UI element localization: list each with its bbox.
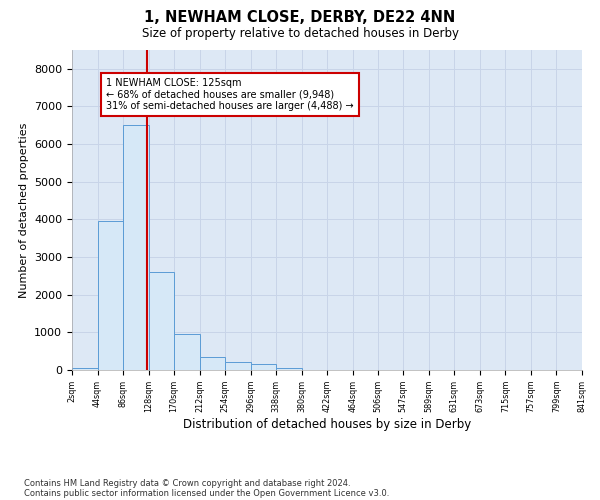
Bar xyxy=(149,272,174,370)
Bar xyxy=(276,368,302,370)
Bar xyxy=(225,362,251,370)
Text: Size of property relative to detached houses in Derby: Size of property relative to detached ho… xyxy=(142,28,458,40)
Text: Contains public sector information licensed under the Open Government Licence v3: Contains public sector information licen… xyxy=(24,488,389,498)
Bar xyxy=(123,126,149,370)
Bar xyxy=(200,357,225,370)
Text: Contains HM Land Registry data © Crown copyright and database right 2024.: Contains HM Land Registry data © Crown c… xyxy=(24,478,350,488)
X-axis label: Distribution of detached houses by size in Derby: Distribution of detached houses by size … xyxy=(183,418,471,431)
Bar xyxy=(251,364,276,370)
Bar xyxy=(174,334,200,370)
Text: 1 NEWHAM CLOSE: 125sqm
← 68% of detached houses are smaller (9,948)
31% of semi-: 1 NEWHAM CLOSE: 125sqm ← 68% of detached… xyxy=(106,78,353,112)
Bar xyxy=(72,368,98,370)
Text: 1, NEWHAM CLOSE, DERBY, DE22 4NN: 1, NEWHAM CLOSE, DERBY, DE22 4NN xyxy=(145,10,455,25)
Y-axis label: Number of detached properties: Number of detached properties xyxy=(19,122,29,298)
Bar xyxy=(98,222,123,370)
